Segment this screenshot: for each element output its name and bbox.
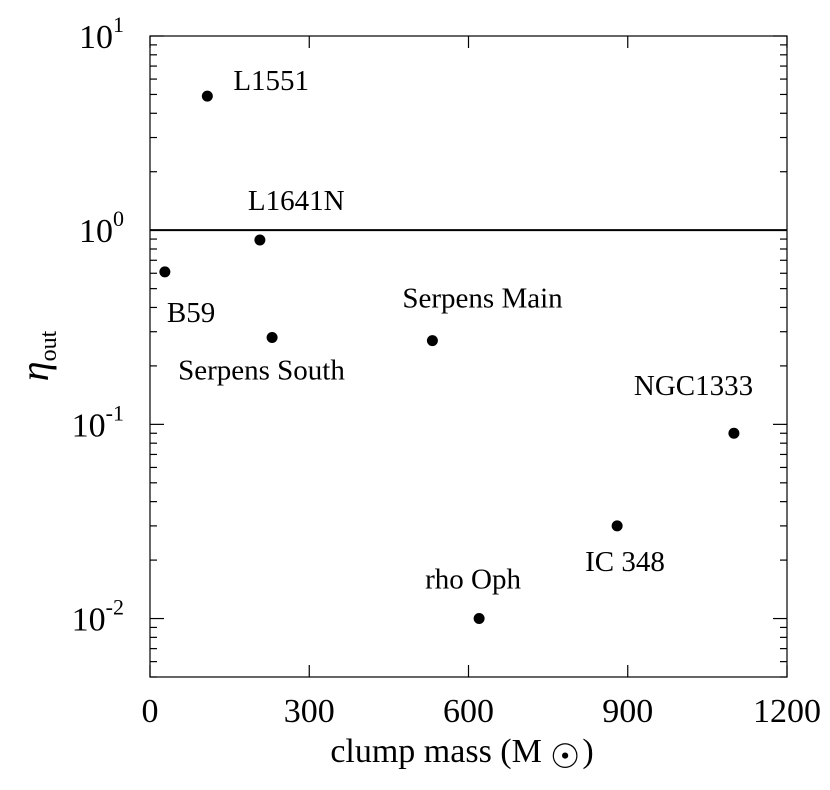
data-point <box>159 266 171 278</box>
point-label: L1551 <box>233 65 309 97</box>
data-point <box>611 520 623 532</box>
point-label: NGC1333 <box>634 370 753 402</box>
data-point <box>254 234 266 246</box>
x-tick-label: 1200 <box>753 693 821 730</box>
data-point <box>473 613 485 625</box>
point-label: rho Oph <box>425 564 521 596</box>
point-label: Serpens Main <box>402 283 563 315</box>
x-tick-label: 900 <box>602 693 653 730</box>
point-label: B59 <box>167 297 215 329</box>
y-tick-label: 10-2 <box>72 595 124 639</box>
y-tick-label: 100 <box>79 206 124 250</box>
y-tick-label: 10-1 <box>72 400 124 444</box>
y-tick-label: 101 <box>79 12 124 56</box>
data-point <box>266 332 278 344</box>
x-tick-label: 0 <box>142 693 159 730</box>
point-label: L1641N <box>248 185 345 217</box>
point-label: Serpens South <box>178 355 345 387</box>
data-point <box>201 90 213 102</box>
point-label: IC 348 <box>585 546 665 578</box>
x-axis-label: clump mass (M ☉) <box>330 733 593 776</box>
y-axis-label: ηout <box>12 330 62 381</box>
data-point <box>426 335 438 347</box>
x-tick-label: 600 <box>443 693 494 730</box>
data-point <box>728 427 740 439</box>
sun-symbol-icon: ☉ <box>550 739 580 776</box>
x-tick-label: 300 <box>284 693 335 730</box>
